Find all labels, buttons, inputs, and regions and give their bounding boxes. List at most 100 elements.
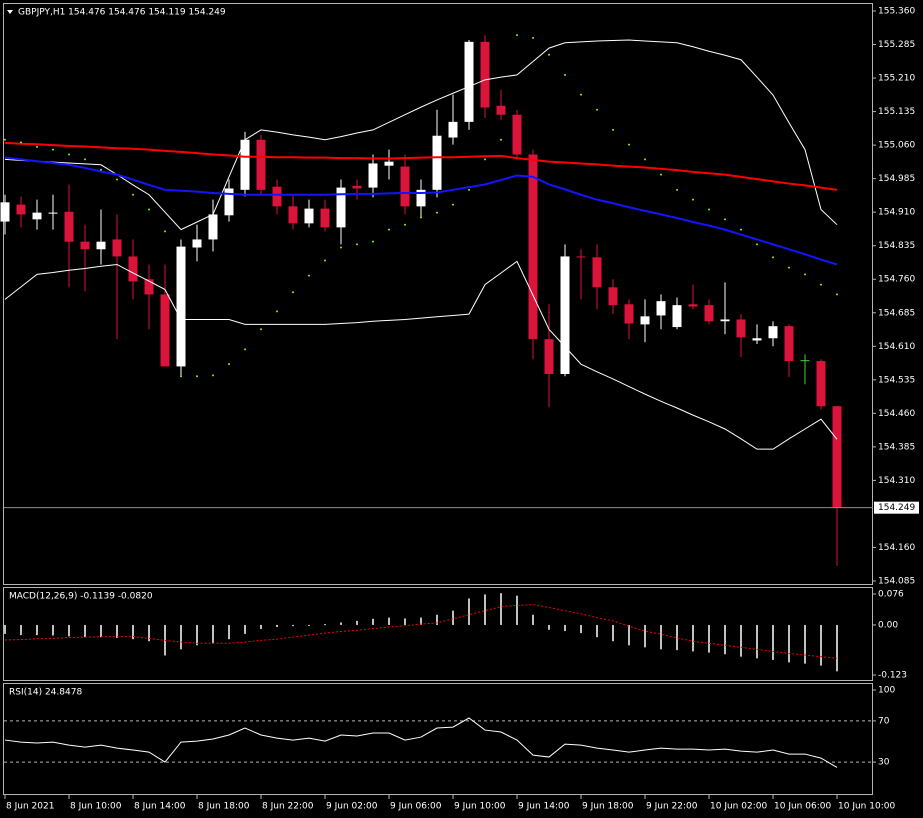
candle-body <box>272 186 282 207</box>
y-tick-label: 155.285 <box>878 40 915 50</box>
macd-bar <box>324 624 326 626</box>
candle-body <box>448 121 458 138</box>
sar-dot <box>276 310 278 313</box>
candle-body <box>80 241 90 250</box>
sar-dot <box>68 153 70 156</box>
sar-dot <box>628 143 630 146</box>
y-tick-label: 155.360 <box>878 7 915 17</box>
candle-body <box>0 202 10 222</box>
y-tick-label: 154.610 <box>878 342 915 352</box>
candle-body <box>144 279 154 295</box>
candle-body <box>672 305 682 328</box>
candle-body <box>48 212 58 214</box>
macd-bar <box>276 624 278 627</box>
x-tick-label: 8 Jun 10:00 <box>70 802 122 812</box>
sar-dot <box>308 274 310 277</box>
macd-bar <box>356 620 358 625</box>
sar-dot <box>20 141 22 144</box>
y-tick-label: 100 <box>878 686 895 696</box>
label-layer: 155.360 155.285 155.210 155.135 155.060 154.9… <box>4 7 919 812</box>
x-tick-label: 10 Jun 06:00 <box>774 802 831 812</box>
macd-bar <box>468 598 470 625</box>
y-tick-label: 30 <box>878 758 890 768</box>
sar-dot <box>36 145 38 148</box>
sar-dot <box>548 53 550 56</box>
menu-arrow[interactable] <box>7 10 13 14</box>
macd-bar <box>516 595 518 625</box>
y-tick-label: 154.310 <box>878 476 915 486</box>
macd-bar <box>404 618 406 625</box>
candle-body <box>352 185 362 189</box>
candle-body <box>640 316 650 325</box>
candle-body <box>544 339 554 375</box>
macd-bar <box>340 622 342 625</box>
macd-bar <box>36 624 38 636</box>
macd-bar <box>132 624 134 640</box>
sar-dot <box>516 34 518 37</box>
candle-body <box>800 360 810 362</box>
macd-bar <box>564 624 566 632</box>
candle-body <box>256 139 266 190</box>
macd-bar <box>4 624 6 634</box>
candle-body <box>512 114 522 155</box>
macd-bar <box>372 618 374 625</box>
candle-body <box>720 319 730 322</box>
macd-bar <box>724 624 726 655</box>
macd-bar <box>548 624 550 630</box>
candle-body <box>304 208 314 224</box>
sar-dot <box>612 128 614 131</box>
sar-dot <box>804 273 806 276</box>
y-tick-label: 70 <box>878 716 890 726</box>
sar-dot <box>212 374 214 377</box>
sar-dot <box>100 168 102 171</box>
y-tick-label: 154.460 <box>878 409 915 419</box>
sar-dot <box>724 218 726 221</box>
sar-dot <box>820 283 822 286</box>
x-tick-label: 8 Jun 14:00 <box>134 802 186 812</box>
sar-dot <box>244 348 246 351</box>
y-tick-label: 155.135 <box>878 107 915 117</box>
macd-bar <box>420 617 422 625</box>
sar-dot <box>564 73 566 76</box>
sar-dot <box>292 291 294 294</box>
candle-body <box>288 206 298 224</box>
candle-body <box>752 338 762 341</box>
candle-body <box>480 41 490 108</box>
current-price-label: 154.249 <box>878 503 915 513</box>
sar-dot <box>468 188 470 191</box>
macd-bar <box>708 624 710 653</box>
candle-body <box>576 256 586 258</box>
candle-body <box>832 406 842 508</box>
x-tick-label: 8 Jun 2021 <box>6 802 54 812</box>
macd-bar <box>772 624 774 660</box>
candle-body <box>624 304 634 324</box>
macd-bar <box>804 624 806 664</box>
macd-bar <box>644 624 646 648</box>
candle-body <box>416 189 426 207</box>
sar-dot <box>692 198 694 201</box>
x-tick-label: 8 Jun 22:00 <box>262 802 314 812</box>
sar-dot <box>180 375 182 378</box>
candle-body <box>176 246 186 367</box>
macd-bar <box>820 624 822 666</box>
panel-header: MACD(12,26,9) -0.1139 -0.0820 <box>9 592 153 602</box>
panel-header: GBPJPY,H1 154.476 154.476 154.119 154.24… <box>18 8 226 18</box>
signal-line <box>4 604 838 659</box>
candle-body <box>736 319 746 338</box>
sar-dot <box>772 256 774 259</box>
macd-bar <box>20 624 22 636</box>
x-tick-label: 9 Jun 02:00 <box>326 802 378 812</box>
sar-dot <box>196 375 198 378</box>
x-tick-label: 9 Jun 22:00 <box>646 802 698 812</box>
x-tick-label: 8 Jun 18:00 <box>198 802 250 812</box>
candle-body <box>32 212 42 220</box>
sar-dot <box>116 178 118 181</box>
macd-bar <box>500 593 502 625</box>
macd-bar <box>148 624 150 642</box>
sar-dot <box>660 173 662 176</box>
macd-bar <box>388 617 390 625</box>
candle-body <box>496 105 506 115</box>
sar-dot <box>532 36 534 39</box>
